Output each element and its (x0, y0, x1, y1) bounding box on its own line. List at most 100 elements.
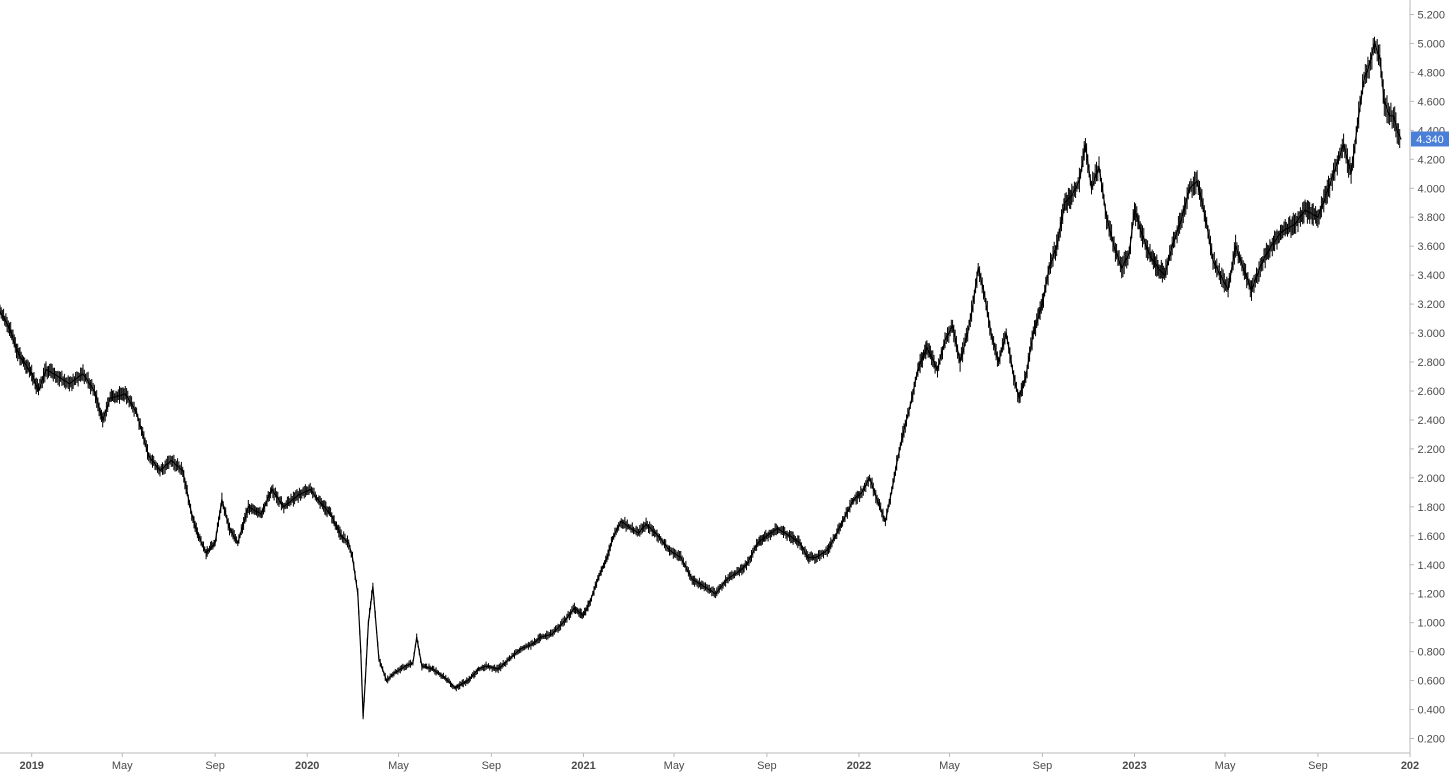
price-point (109, 397, 111, 399)
price-point (1013, 375, 1015, 378)
price-point (385, 680, 388, 682)
price-point (1212, 260, 1214, 262)
price-point (1148, 252, 1150, 254)
price-point (1121, 267, 1123, 269)
price-point (45, 368, 47, 370)
price-point (1140, 231, 1142, 233)
price-point (367, 622, 369, 624)
price-point (1270, 245, 1272, 247)
y-tick-label: 2.600 (1417, 386, 1445, 398)
price-point (237, 542, 239, 544)
price-point (1350, 173, 1352, 175)
price-point (861, 491, 863, 493)
price-point (726, 578, 728, 580)
price-point (657, 535, 659, 537)
price-point (620, 520, 622, 522)
price-point (416, 636, 418, 638)
price-point (18, 354, 20, 356)
price-point (57, 375, 59, 378)
price-point (364, 680, 366, 682)
price-point (37, 390, 40, 392)
price-point (197, 535, 200, 537)
y-tick-label: 1.200 (1417, 589, 1445, 601)
price-point (799, 542, 801, 544)
price-point (551, 633, 553, 635)
price-point (815, 556, 817, 559)
last-price-tag: 4.340 (1411, 131, 1449, 147)
price-point (1025, 375, 1027, 378)
price-point (357, 593, 359, 595)
price-point (1056, 245, 1058, 247)
x-tick-label: Sep (1308, 760, 1328, 772)
price-point (1396, 129, 1398, 131)
price-point (1304, 209, 1306, 211)
price-point (1041, 303, 1043, 305)
price-point (102, 419, 104, 421)
price-point (1128, 252, 1130, 254)
price-point (309, 488, 311, 490)
price-point (845, 513, 847, 515)
price-point (902, 433, 904, 435)
price-point (990, 332, 992, 334)
price-point (835, 535, 837, 537)
price-point (372, 585, 374, 588)
price-point (431, 668, 434, 670)
price-point (1171, 245, 1173, 247)
price-point (1383, 100, 1385, 102)
price-point (136, 412, 138, 414)
price-point (892, 484, 894, 486)
price-point (1389, 115, 1391, 117)
y-tick-label: 4.600 (1417, 96, 1445, 108)
x-tick-label: May (664, 760, 685, 772)
price-point (896, 462, 898, 464)
price-point (1005, 332, 1007, 334)
price-point (573, 607, 576, 609)
y-axis[interactable]: 0.200 0.400 0.600 0.800 1.000 1.200 1.400 1.600… (1410, 9, 1445, 746)
price-point (260, 513, 262, 515)
price-point (1358, 115, 1360, 117)
x-tick-label: May (112, 760, 133, 772)
x-tick-label: 202 (1401, 760, 1419, 772)
price-point (680, 556, 682, 559)
price-point (926, 346, 928, 349)
y-tick-label: 0.800 (1417, 647, 1445, 659)
price-point (1032, 332, 1034, 334)
x-tick-label: Sep (1033, 760, 1053, 772)
price-point (1064, 202, 1066, 204)
price-point (1113, 245, 1115, 247)
y-tick-label: 2.000 (1417, 473, 1445, 485)
price-point (757, 542, 759, 544)
price-point (1219, 274, 1222, 276)
price-point (1400, 138, 1402, 140)
price-point (297, 494, 299, 496)
price-point (1368, 64, 1370, 66)
price-point (876, 499, 878, 501)
price-point (613, 535, 615, 537)
price-point (520, 648, 522, 650)
price-point (360, 651, 362, 653)
price-point (330, 513, 332, 515)
price-point (807, 556, 809, 559)
price-series (0, 36, 1402, 720)
price-point (1204, 216, 1206, 218)
price-point (205, 552, 207, 554)
price-point (214, 542, 216, 544)
x-axis[interactable]: 2019 May Sep 2020 May Sep 2021 May Sep 2022 May Sep… (19, 753, 1419, 772)
price-point (1281, 231, 1283, 233)
y-tick-label: 1.800 (1417, 502, 1445, 514)
price-point (977, 267, 979, 269)
price-point (404, 665, 406, 667)
x-tick-label: May (939, 760, 960, 772)
price-point (348, 542, 350, 544)
price-point (1242, 267, 1244, 269)
price-point (170, 459, 172, 462)
price-point (531, 643, 533, 646)
price-point (1262, 260, 1264, 262)
price-point (1098, 165, 1100, 168)
price-point (82, 373, 84, 375)
y-tick-label: 5.000 (1417, 38, 1445, 50)
y-tick-label: 3.400 (1417, 270, 1445, 282)
price-point (444, 677, 446, 679)
